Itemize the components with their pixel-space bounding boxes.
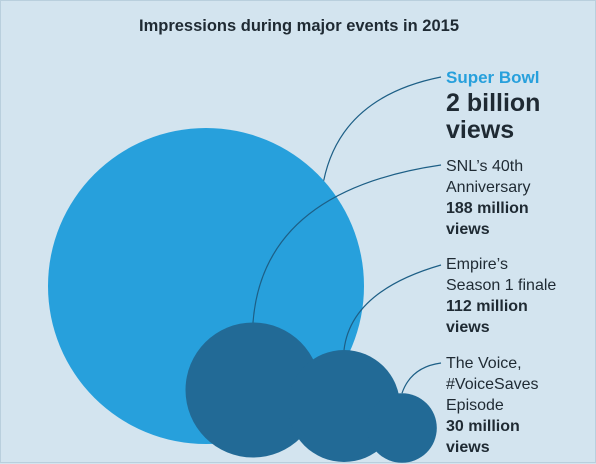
snl-label: SNL’s 40th Anniversary 188 million views: [446, 156, 586, 240]
series-name: The Voice, #VoiceSaves Episode: [446, 355, 539, 414]
empire-leader: [343, 264, 442, 351]
series-name: Empire’s Season 1 finale: [446, 256, 557, 294]
snl-leader: [252, 164, 442, 323]
snl-bubble: [185, 322, 321, 458]
series-value-label: 112 million views: [446, 298, 528, 336]
series-value-label: 30 million views: [446, 418, 520, 456]
chart-title: Impressions during major events in 2015: [138, 17, 460, 35]
the-voice-leader: [401, 362, 442, 394]
series-value-label: 188 million views: [446, 200, 529, 238]
empire-label: Empire’s Season 1 finale 112 million vie…: [446, 254, 586, 338]
super-bowl-label: Super Bowl 2 billion views: [446, 67, 586, 144]
series-value-label: 2 billion views: [446, 89, 541, 144]
the-voice-label: The Voice, #VoiceSaves Episode 30 millio…: [446, 353, 586, 458]
super-bowl-leader: [323, 76, 442, 181]
the-voice-bubble: [367, 393, 437, 463]
series-name: SNL’s 40th Anniversary: [446, 158, 531, 196]
series-name: Super Bowl: [446, 68, 540, 87]
